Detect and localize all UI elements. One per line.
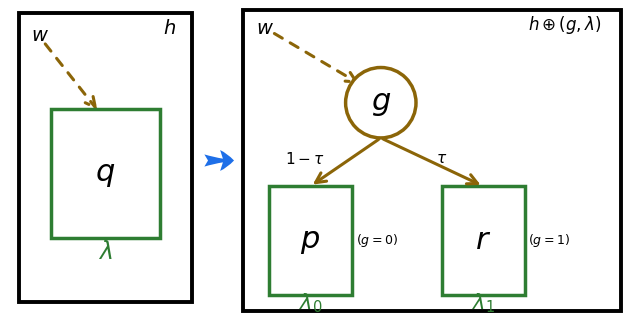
Text: $g$: $g$ <box>371 87 391 118</box>
FancyBboxPatch shape <box>269 186 352 295</box>
Text: $\lambda_1$: $\lambda_1$ <box>472 291 495 315</box>
FancyBboxPatch shape <box>19 13 192 302</box>
Text: $w$: $w$ <box>256 19 274 38</box>
Text: $1 - \tau$: $1 - \tau$ <box>285 151 325 167</box>
Text: $(g = 0)$: $(g = 0)$ <box>356 232 399 249</box>
FancyBboxPatch shape <box>243 10 621 311</box>
Text: $h$: $h$ <box>163 19 176 38</box>
Text: $q$: $q$ <box>95 158 116 189</box>
FancyBboxPatch shape <box>51 109 160 238</box>
Text: $w$: $w$ <box>31 26 49 45</box>
Ellipse shape <box>346 67 416 138</box>
Text: $\tau$: $\tau$ <box>436 152 448 166</box>
Text: $\lambda$: $\lambda$ <box>99 240 113 264</box>
Text: $h \oplus (g, \lambda)$: $h \oplus (g, \lambda)$ <box>528 14 602 37</box>
Text: $(g = 1)$: $(g = 1)$ <box>528 232 570 249</box>
Text: $p$: $p$ <box>300 225 321 256</box>
FancyBboxPatch shape <box>442 186 525 295</box>
Text: $\lambda_0$: $\lambda_0$ <box>299 291 322 315</box>
Text: $r$: $r$ <box>475 225 492 256</box>
